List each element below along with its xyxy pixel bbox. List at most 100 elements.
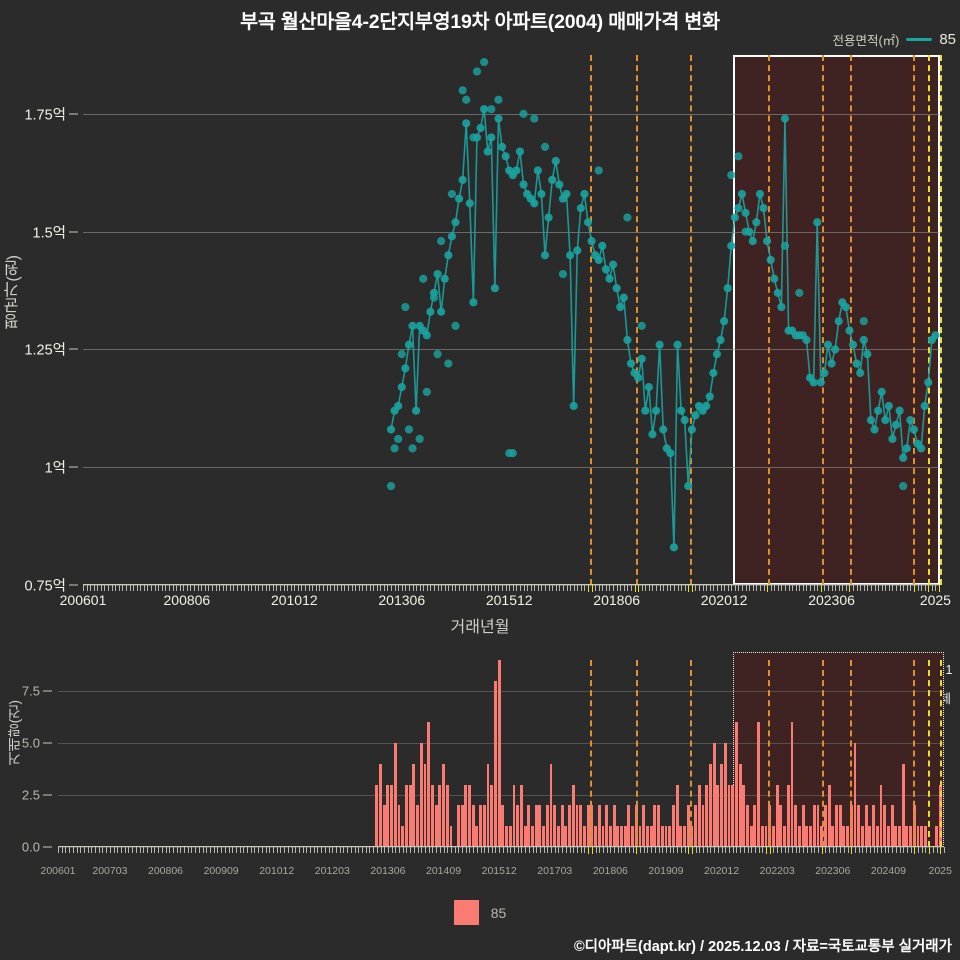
data-point bbox=[537, 189, 546, 199]
volume-bar bbox=[668, 826, 672, 847]
data-point bbox=[465, 199, 474, 208]
data-point bbox=[852, 359, 861, 368]
x-tick-label: 201909 bbox=[648, 865, 684, 877]
data-point bbox=[820, 368, 829, 378]
data-point bbox=[702, 401, 711, 411]
y-tick-mark bbox=[43, 794, 52, 796]
volume-bar bbox=[794, 805, 798, 847]
gridline bbox=[58, 795, 944, 797]
data-point bbox=[487, 105, 496, 114]
data-point bbox=[401, 302, 410, 312]
volume-bar bbox=[519, 784, 523, 847]
price-legend[interactable]: 전용면적(㎡) 85 bbox=[832, 30, 956, 49]
price-plot-area[interactable] bbox=[83, 55, 942, 592]
volume-bar bbox=[901, 763, 905, 847]
volume-bar bbox=[660, 826, 664, 847]
event-line bbox=[690, 660, 692, 847]
volume-bar bbox=[783, 826, 787, 847]
event-line bbox=[913, 660, 915, 847]
volume-bar bbox=[486, 763, 490, 847]
volume-bar bbox=[875, 826, 879, 847]
volume-bar bbox=[697, 784, 701, 847]
data-point bbox=[827, 359, 836, 368]
volume-bar bbox=[631, 826, 635, 847]
data-point bbox=[437, 236, 446, 246]
y-tick-mark bbox=[69, 466, 78, 468]
price-legend-label: 전용면적(㎡) bbox=[832, 34, 900, 48]
volume-bar bbox=[720, 763, 723, 847]
volume-bar bbox=[694, 805, 698, 847]
volume-bar bbox=[393, 743, 397, 847]
volume-bar bbox=[898, 826, 901, 847]
data-point bbox=[433, 269, 442, 279]
volume-bar bbox=[886, 826, 890, 847]
data-point bbox=[705, 392, 714, 401]
y-tick-label: 1억 bbox=[44, 460, 66, 477]
data-point bbox=[422, 331, 431, 340]
volume-legend-label: 85 bbox=[490, 904, 507, 921]
y-tick-label: 2.5 bbox=[21, 787, 40, 803]
data-point bbox=[931, 331, 940, 340]
x-axis-ticks bbox=[58, 847, 945, 854]
volume-bar bbox=[772, 826, 775, 847]
volume-bar bbox=[723, 743, 727, 847]
volume-legend[interactable]: 85 bbox=[0, 900, 960, 925]
data-point bbox=[730, 213, 739, 222]
data-point bbox=[770, 274, 779, 283]
volume-bar bbox=[935, 826, 939, 847]
x-tick-label: 200601 bbox=[59, 592, 107, 608]
volume-bar bbox=[419, 743, 423, 847]
data-point bbox=[748, 236, 757, 246]
volume-plot-area[interactable] bbox=[58, 652, 945, 854]
y-tick-mark bbox=[69, 113, 78, 115]
y-tick-label: 0.0 bbox=[21, 839, 40, 855]
data-point bbox=[397, 350, 406, 359]
event-line bbox=[768, 55, 770, 585]
data-point bbox=[390, 444, 399, 453]
event-line bbox=[928, 660, 930, 847]
event-line bbox=[822, 55, 824, 585]
data-point bbox=[447, 189, 456, 199]
volume-bar bbox=[534, 805, 538, 847]
volume-bar bbox=[531, 826, 534, 847]
data-point bbox=[472, 67, 482, 76]
volume-bar bbox=[868, 826, 872, 847]
volume-bar bbox=[642, 805, 646, 847]
data-point bbox=[530, 114, 539, 123]
data-point bbox=[519, 180, 528, 189]
data-point bbox=[626, 359, 636, 368]
data-point bbox=[444, 251, 453, 260]
data-point bbox=[487, 133, 496, 142]
event-line bbox=[940, 55, 942, 585]
x-tick-label: 201512 bbox=[485, 592, 533, 608]
data-point bbox=[533, 166, 542, 175]
data-point bbox=[562, 189, 571, 199]
data-point bbox=[666, 448, 675, 458]
volume-bar bbox=[568, 805, 572, 847]
volume-bar bbox=[779, 805, 783, 847]
data-point bbox=[759, 204, 768, 213]
volume-x-axis-labels: 200601 200703 200806 200909 201012 201203 2013… bbox=[40, 865, 951, 883]
y-tick-mark bbox=[43, 690, 52, 692]
volume-bar bbox=[675, 784, 679, 847]
volume-bar bbox=[627, 805, 631, 847]
volume-bar bbox=[438, 784, 442, 847]
volume-bar bbox=[375, 784, 379, 847]
y-axis-title: 거래량(건) bbox=[6, 700, 22, 766]
data-point bbox=[655, 340, 664, 349]
volume-bar bbox=[757, 722, 761, 847]
data-point bbox=[580, 189, 589, 199]
data-point bbox=[444, 359, 453, 368]
data-point bbox=[483, 147, 492, 156]
volume-bar bbox=[623, 826, 627, 847]
gridline bbox=[83, 231, 939, 233]
volume-bar bbox=[382, 805, 386, 847]
data-point bbox=[480, 105, 489, 114]
volume-bar bbox=[597, 805, 601, 847]
x-tick-label: 202306 bbox=[808, 592, 855, 608]
price-y-axis-labels: 1.75억 1.5억 1.25억 1억 0.75억 bbox=[0, 55, 78, 595]
data-point bbox=[909, 425, 919, 434]
y-tick-mark bbox=[69, 231, 78, 233]
data-point bbox=[401, 364, 410, 373]
event-line bbox=[913, 55, 915, 585]
